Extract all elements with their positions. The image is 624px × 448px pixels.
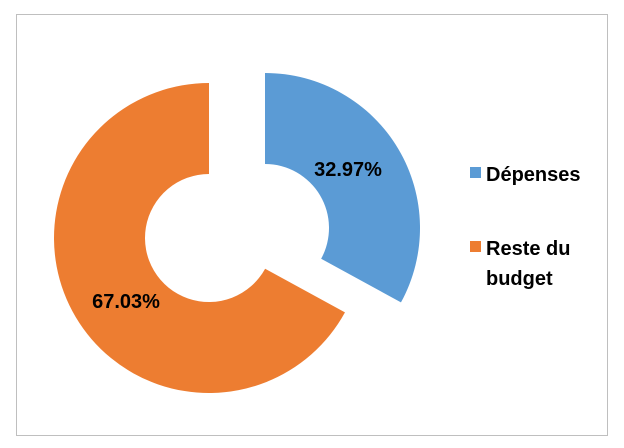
- slice-reste-du-budget[interactable]: [53, 83, 345, 393]
- legend-label-depenses: Dépenses: [486, 164, 581, 186]
- legend-label-reste-du-budget: Reste du budget: [486, 238, 571, 290]
- data-label-depenses: 32.97%: [314, 159, 382, 181]
- data-label-reste-du-budget: 67.03%: [92, 291, 160, 313]
- legend: Dépenses Reste du budget: [470, 160, 596, 338]
- legend-swatch-depenses: [470, 167, 481, 178]
- legend-swatch-reste-du-budget: [470, 241, 481, 252]
- slice-depenses[interactable]: [265, 73, 420, 303]
- legend-item-reste-du-budget[interactable]: Reste du budget: [470, 234, 596, 294]
- legend-item-depenses[interactable]: Dépenses: [470, 160, 596, 190]
